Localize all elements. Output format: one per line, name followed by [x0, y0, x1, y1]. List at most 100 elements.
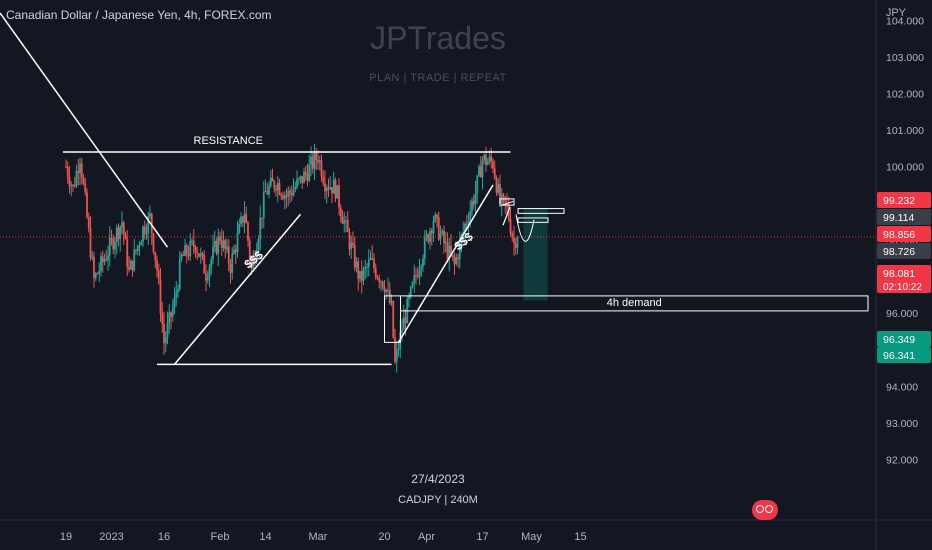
candle-body [467, 222, 470, 224]
mini-trend-mark [502, 206, 511, 226]
candle-body [346, 219, 349, 232]
candle-body [115, 227, 118, 242]
price-tag [877, 209, 931, 225]
candle-body [313, 152, 316, 169]
candle-body [350, 242, 353, 250]
order-block-small [499, 198, 515, 206]
candle-body [171, 307, 174, 317]
candle-body [397, 348, 400, 350]
x-tick-label: 15 [574, 531, 586, 543]
candle-body [227, 246, 230, 264]
x-tick-label: Feb [211, 531, 230, 543]
candle-body [352, 242, 354, 246]
candle-body [441, 230, 444, 234]
price-tag-value: 96.349 [883, 334, 915, 346]
candle-body [436, 214, 438, 217]
candle-body [217, 236, 220, 254]
x-tick-label: 16 [158, 531, 170, 543]
candle-body [219, 236, 221, 241]
candle-body [362, 268, 365, 281]
candle-body [374, 267, 377, 278]
candle-body [383, 287, 386, 292]
candle-body [366, 266, 368, 268]
candle-body [184, 245, 186, 256]
candle-body [66, 166, 69, 178]
candle-body [269, 177, 272, 187]
candle-body [283, 195, 286, 199]
candle-body [238, 223, 241, 233]
candle-body [133, 249, 136, 271]
candle-body [229, 263, 232, 274]
candle-body [331, 187, 333, 194]
y-tick-label: 93.000 [886, 418, 918, 430]
candle-body [488, 156, 491, 162]
candle-body [128, 266, 130, 270]
candle-body [418, 269, 421, 277]
candle-body [425, 234, 428, 238]
candle-body [192, 240, 195, 248]
candle-body [289, 190, 291, 194]
candle-body [471, 200, 473, 211]
candle-body [304, 171, 307, 174]
currency-label: JPY [885, 7, 906, 19]
candle-body [394, 337, 396, 362]
candle-body [420, 266, 423, 270]
candle-body [371, 258, 374, 260]
candle-body [268, 186, 270, 195]
candle-body [178, 259, 181, 290]
candle-body [334, 180, 337, 199]
symbol-title[interactable]: Canadian Dollar / Japanese Yen, 4h, FORE… [6, 8, 272, 22]
candle-body [423, 237, 426, 259]
candle-body [390, 301, 393, 304]
trade-target-zone [523, 208, 548, 301]
candle-body [311, 156, 314, 169]
candle-body [233, 249, 235, 254]
candle-body [303, 171, 305, 184]
candle-body [497, 183, 500, 193]
projection-curve [515, 214, 535, 242]
candle-body [124, 235, 127, 240]
watermark-tagline: PLAN | TRADE | REPEAT [369, 72, 507, 84]
candle-body [282, 195, 284, 199]
resistance-label: RESISTANCE [194, 135, 263, 147]
candle-body [157, 270, 160, 280]
candle-body [411, 282, 414, 287]
candle-body [483, 154, 486, 160]
candle-body [296, 179, 298, 187]
candle-body [191, 240, 193, 242]
candle-body [143, 226, 146, 235]
price-tag-value: 99.114 [883, 212, 914, 224]
candle-body [264, 190, 267, 192]
timer-icon[interactable] [752, 500, 778, 520]
candle-body [119, 226, 122, 239]
candle-body [114, 241, 116, 250]
candle-body [250, 258, 253, 268]
candle-body [422, 258, 424, 267]
price-tag [877, 347, 931, 363]
candle-body [222, 240, 225, 248]
candle-body [455, 257, 458, 264]
candle-body [138, 245, 141, 247]
candle-body [402, 317, 405, 330]
downtrend-line [0, 12, 169, 248]
candle-body [84, 183, 87, 193]
candle-body [136, 245, 139, 252]
candle-body [297, 178, 300, 180]
candle-body [220, 240, 223, 248]
candle-body [156, 260, 158, 271]
price-tag [877, 331, 931, 347]
entry-box [517, 208, 565, 214]
candle-body [93, 256, 95, 279]
candle-body [98, 270, 101, 274]
candle-body [446, 241, 449, 259]
y-tick-label: 102.000 [886, 89, 924, 101]
candle-body [86, 192, 88, 217]
candle-body [205, 273, 207, 281]
candle-body [472, 200, 475, 205]
candle-body [413, 275, 416, 283]
candle-body [359, 271, 361, 279]
candle-body [201, 253, 204, 256]
candle-body [429, 230, 431, 242]
candle-body [514, 243, 517, 248]
